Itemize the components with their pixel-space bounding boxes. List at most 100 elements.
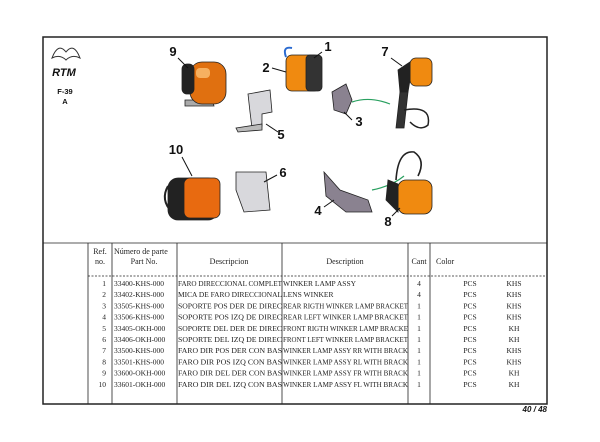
ref-no: 7 <box>102 346 106 355</box>
unit: PCS <box>463 369 476 378</box>
ref-no: 1 <box>102 279 106 288</box>
leaders <box>177 51 403 217</box>
description: REAR RIGTH WINKER LAMP BRACKET <box>283 301 408 310</box>
ref-no: 8 <box>102 357 106 366</box>
table-row: 7 33500-KHS-000 FARO DIR POS DER CON BAS WI… <box>102 346 521 355</box>
logo-text: RTM <box>52 67 76 79</box>
header-qty: Cant <box>411 257 427 266</box>
logo: RTM <box>51 47 81 79</box>
quantity: 1 <box>417 324 421 333</box>
unit: PCS <box>463 313 476 322</box>
table-row: 8 33501-KHS-000 FARO DIR POS IZQ CON BAS WI… <box>102 357 521 366</box>
description: REAR LEFT WINKER LAMP BRACKET <box>283 313 408 322</box>
quantity: 4 <box>417 279 421 288</box>
ref-no: 2 <box>102 290 106 299</box>
callout-number: 2 <box>262 60 269 75</box>
part-no: 33400-KHS-000 <box>114 279 164 288</box>
table-lines <box>43 242 547 404</box>
ref-no: 4 <box>102 313 106 322</box>
descripcion: FARO DIR POS IZQ CON BAS <box>178 357 282 366</box>
model: KH <box>509 380 520 389</box>
unit: PCS <box>463 357 476 366</box>
part-no: 33501-KHS-000 <box>114 357 164 366</box>
descripcion: FARO DIR DEL IZQ CON BAS <box>178 380 282 389</box>
header-no: no. <box>95 257 105 266</box>
quantity: 1 <box>417 346 421 355</box>
description: WINKER LAMP ASSY RR WITH BRACK <box>283 346 409 355</box>
callout-number: 4 <box>314 203 322 218</box>
description: LENS WINKER <box>283 290 333 299</box>
description: FRONT RIGTH WINKER LAMP BRACKE <box>283 324 408 333</box>
table-row: 1 33400-KHS-000 FARO DIRECCIONAL COMPLET WI… <box>102 279 521 288</box>
model: KHS <box>506 357 521 366</box>
callout-number: 9 <box>169 44 176 59</box>
description: WINKER LAMP ASSY <box>283 279 357 288</box>
ref-no: 3 <box>102 301 106 310</box>
descripcion: SOPORTE POS IZQ DE DIREC <box>178 313 282 322</box>
header-color: Color <box>436 257 455 266</box>
unit: PCS <box>463 301 476 310</box>
callout-number: 3 <box>355 114 362 129</box>
part-no: 33505-KHS-000 <box>114 301 164 310</box>
figure-sub: A <box>62 97 68 106</box>
descripcion: MICA DE FARO DIRECCIONAL <box>178 290 282 299</box>
ref-no: 6 <box>102 335 106 344</box>
model: KHS <box>506 279 521 288</box>
header-ref: Ref. <box>93 247 107 256</box>
figure-code: F-39 <box>57 87 72 96</box>
descripcion: SOPORTE DEL IZQ DE DIREC <box>178 335 282 344</box>
table-row: 6 33406-OKH-000 SOPORTE DEL IZQ DE DIREC FR… <box>102 335 520 344</box>
table-row: 3 33505-KHS-000 SOPORTE POS DER DE DIREC RE… <box>102 301 521 310</box>
part-no: 33405-OKH-000 <box>114 324 165 333</box>
header-descripcion: Descripcion <box>210 257 249 266</box>
descripcion: FARO DIR POS DER CON BAS <box>178 346 282 355</box>
model: KH <box>509 335 520 344</box>
descripcion: SOPORTE DEL DER DE DIREC <box>178 324 282 333</box>
description: WINKER LAMP ASSY FL WITH BRACK <box>283 380 409 389</box>
model: KHS <box>506 301 521 310</box>
description: FRONT LEFT WINKER LAMP BRACKET <box>283 335 408 344</box>
model: KH <box>509 324 520 333</box>
unit: PCS <box>463 346 476 355</box>
quantity: 1 <box>417 369 421 378</box>
descripcion: FARO DIRECCIONAL COMPLET <box>178 279 282 288</box>
description: WINKER LAMP ASSY RL WITH BRACK <box>283 357 409 366</box>
header-part-no: Part No. <box>131 257 158 266</box>
callout-number: 7 <box>381 44 388 59</box>
model: KH <box>509 369 520 378</box>
unit: PCS <box>463 290 476 299</box>
ref-no: 10 <box>99 380 107 389</box>
callout-number: 1 <box>324 39 331 54</box>
callout-number: 8 <box>384 214 391 229</box>
table-row: 4 33506-KHS-000 SOPORTE POS IZQ DE DIREC RE… <box>102 313 521 322</box>
unit: PCS <box>463 324 476 333</box>
header-description: Description <box>326 257 363 266</box>
quantity: 1 <box>417 301 421 310</box>
quantity: 1 <box>417 357 421 366</box>
callout-number: 6 <box>279 165 286 180</box>
model: KHS <box>506 346 521 355</box>
part-no: 33600-OKH-000 <box>114 369 165 378</box>
unit: PCS <box>463 335 476 344</box>
ref-no: 5 <box>102 324 106 333</box>
part-no: 33406-OKH-000 <box>114 335 165 344</box>
description: WINKER LAMP ASSY FR WITH BRACK <box>283 369 409 378</box>
model: KHS <box>506 313 521 322</box>
unit: PCS <box>463 279 476 288</box>
table-row: 2 33402-KHS-000 MICA DE FARO DIRECCIONAL LE… <box>102 290 521 299</box>
callout-number: 10 <box>169 142 183 157</box>
quantity: 4 <box>417 290 421 299</box>
ref-no: 9 <box>102 369 106 378</box>
table-row: 9 33600-OKH-000 FARO DIR DEL DER CON BAS WI… <box>102 369 520 378</box>
model: KHS <box>506 290 521 299</box>
table-row: 5 33405-OKH-000 SOPORTE DEL DER DE DIREC FR… <box>102 324 520 333</box>
unit: PCS <box>463 380 476 389</box>
illustrations <box>163 46 433 221</box>
descripcion: SOPORTE POS DER DE DIREC <box>178 301 282 310</box>
quantity: 1 <box>417 380 421 389</box>
part-no: 33402-KHS-000 <box>114 290 164 299</box>
page-number: 40 / 48 <box>522 405 548 414</box>
part-no: 33601-OKH-000 <box>114 380 165 389</box>
